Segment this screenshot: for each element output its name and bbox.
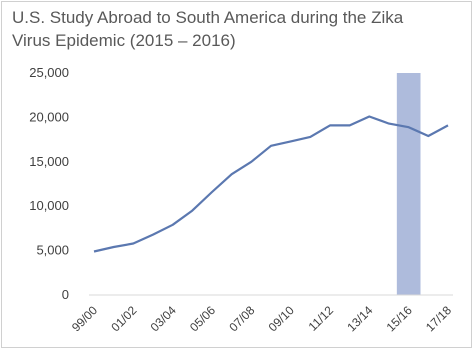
y-tick-label: 15,000	[29, 154, 69, 169]
x-tick-label: 15/16	[384, 303, 415, 334]
x-tick-label: 01/02	[108, 303, 139, 334]
y-tick-label: 25,000	[29, 65, 69, 80]
y-tick-label: 10,000	[29, 198, 69, 213]
y-tick-label: 5,000	[36, 243, 69, 258]
y-tick-label: 20,000	[29, 109, 69, 124]
x-tick-label: 07/08	[226, 303, 257, 334]
chart-title-line-2: Virus Epidemic (2015 – 2016)	[12, 31, 236, 50]
x-tick-label: 13/14	[344, 303, 375, 334]
x-tick-label: 05/06	[187, 303, 218, 334]
chart-title-line-1: U.S. Study Abroad to South America durin…	[12, 8, 404, 27]
x-tick-label: 03/04	[148, 303, 179, 334]
x-tick-label: 11/12	[306, 303, 337, 334]
x-tick-label: 17/18	[423, 303, 454, 334]
y-tick-label: 0	[62, 287, 69, 302]
series-line	[93, 115, 449, 253]
x-tick-label: 99/00	[69, 303, 100, 334]
highlight-band	[396, 73, 421, 295]
x-tick-label: 09/10	[266, 303, 297, 334]
